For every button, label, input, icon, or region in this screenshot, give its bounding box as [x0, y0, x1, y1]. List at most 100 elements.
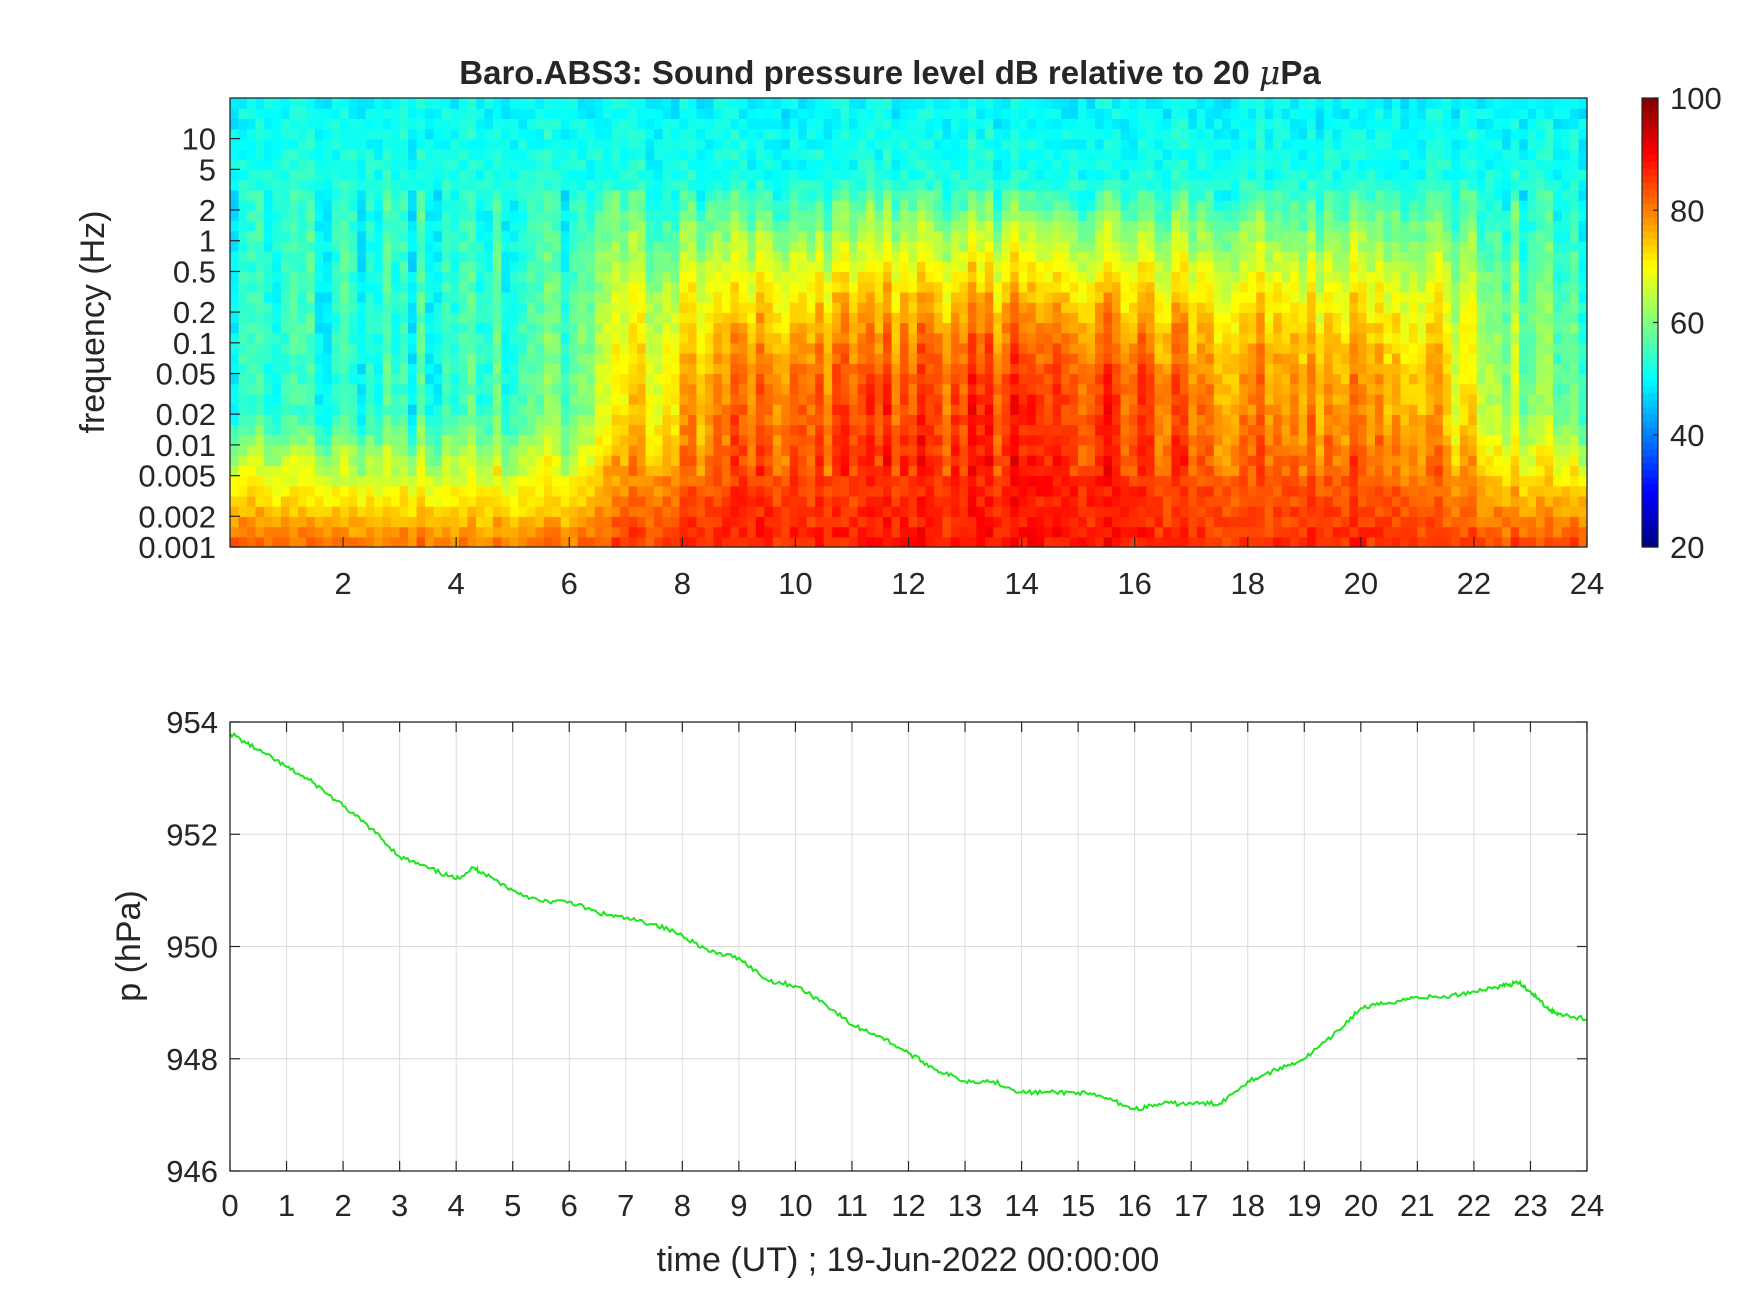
spectrogram-cell	[798, 179, 808, 191]
spectrogram-cell	[365, 302, 375, 313]
spectrogram-cell	[340, 98, 350, 109]
spectrogram-cell	[603, 98, 613, 109]
spectrogram-cell	[628, 465, 638, 477]
spectrogram-cell	[340, 261, 350, 273]
spectrogram-cell	[263, 332, 274, 344]
spectrogram-cell	[1044, 363, 1054, 375]
spectrogram-cell	[230, 312, 240, 324]
spectrogram-cell	[671, 342, 681, 354]
spectrogram-cell	[942, 271, 952, 283]
spectrogram-cell	[1052, 363, 1062, 375]
spectrogram-cell	[1078, 118, 1088, 130]
spectrogram-cell	[391, 393, 401, 405]
spectrogram-cell	[230, 271, 240, 283]
spectrogram-cell	[1103, 169, 1113, 181]
spectrogram-cell	[1069, 516, 1079, 528]
spectrogram-cell	[696, 485, 706, 497]
spectrogram-cell	[891, 312, 901, 324]
spectrogram-cell	[1010, 342, 1020, 354]
spectrogram-cell	[645, 353, 655, 364]
spectrogram-cell	[738, 506, 748, 517]
spectrogram-cell	[586, 495, 596, 507]
spectrogram-cell	[501, 240, 511, 252]
spectrogram-cell	[764, 373, 774, 385]
spectrogram-cell	[637, 404, 647, 415]
spectrogram-cell	[747, 179, 757, 191]
spectrogram-cell	[458, 495, 469, 507]
spectrogram-cell	[1001, 353, 1011, 364]
spectrogram-cell	[272, 353, 282, 364]
spectrogram-cell	[764, 424, 774, 436]
spectrogram-cell	[874, 220, 884, 232]
spectrogram-cell	[331, 506, 341, 517]
spectrogram-cell	[577, 485, 587, 497]
spectrogram-cell	[365, 373, 375, 385]
spectrogram-cell	[391, 118, 401, 130]
spectrogram-cell	[230, 465, 240, 477]
spectrogram-cell	[798, 495, 808, 507]
spectrogram-cell	[1171, 383, 1181, 395]
spectrogram-cell	[1103, 128, 1113, 140]
spectrogram-cell	[1035, 536, 1045, 548]
spectrogram-cell	[246, 271, 257, 283]
spectrogram-cell	[832, 169, 842, 181]
spectrogram-cell	[916, 200, 927, 211]
spectrogram-cell	[916, 261, 927, 273]
spectrogram-cell	[883, 200, 893, 211]
spectrogram-cell	[1129, 536, 1139, 548]
spectrogram-cell	[442, 118, 452, 130]
spectrogram-cell	[984, 138, 994, 150]
spectrogram-cell	[416, 526, 426, 538]
spectrogram-cell	[942, 220, 952, 232]
spectrogram-cell	[382, 302, 392, 313]
spectrogram-cell	[1112, 424, 1122, 436]
spectrogram-cell	[687, 230, 698, 242]
spectrogram-cell	[993, 200, 1003, 211]
spectrogram-cell	[535, 169, 545, 181]
spectrogram-cell	[1103, 414, 1113, 426]
spectrogram-cell	[933, 383, 944, 395]
spectrogram-cell	[976, 475, 986, 487]
spectrogram-cell	[772, 393, 782, 405]
spectrogram-cell	[781, 169, 791, 181]
spectrogram-cell	[1171, 271, 1181, 283]
spectrogram-cell	[1137, 291, 1147, 303]
spectrogram-cell	[1171, 424, 1181, 436]
spectrogram-cell	[246, 322, 257, 334]
spectrogram-cell	[263, 322, 274, 334]
spectrogram-cell	[467, 383, 477, 395]
spectrogram-cell	[1154, 383, 1164, 395]
spectrogram-cell	[1103, 291, 1113, 303]
spectrogram-cell	[289, 363, 299, 375]
spectrogram-cell	[306, 404, 316, 415]
spectrogram-cell	[789, 128, 799, 140]
spectrogram-cell	[815, 149, 825, 160]
spectrogram-cell	[620, 261, 630, 273]
spectrogram-cell	[713, 332, 723, 344]
spectrogram-cell	[959, 149, 969, 160]
spectrogram-cell	[416, 393, 426, 405]
spectrogram-cell	[569, 495, 579, 507]
spectrogram-cell	[645, 485, 655, 497]
spectrogram-cell	[1001, 98, 1011, 109]
spectrogram-cell	[1001, 220, 1011, 232]
spectrogram-cell	[230, 353, 240, 364]
spectrogram-cell	[594, 128, 604, 140]
spectrogram-cell	[738, 373, 748, 385]
spectrogram-cell	[730, 342, 740, 354]
spectrogram-cell	[391, 220, 401, 232]
spectrogram-cell	[976, 444, 986, 456]
spectrogram-cell	[679, 536, 689, 548]
spectrogram-cell	[535, 455, 545, 466]
spectrogram-cell	[365, 312, 375, 324]
spectrogram-cell	[959, 536, 969, 548]
spectrogram-cell	[1129, 281, 1139, 293]
spectrogram-cell	[1145, 149, 1156, 160]
spectrogram-cell	[535, 444, 545, 456]
spectrogram-cell	[993, 128, 1003, 140]
spectrogram-cell	[747, 434, 757, 446]
spectrogram-cell	[238, 302, 248, 313]
spectrogram-cell	[857, 414, 867, 426]
spectrogram-cell	[908, 373, 918, 385]
spectrogram-cell	[781, 363, 791, 375]
